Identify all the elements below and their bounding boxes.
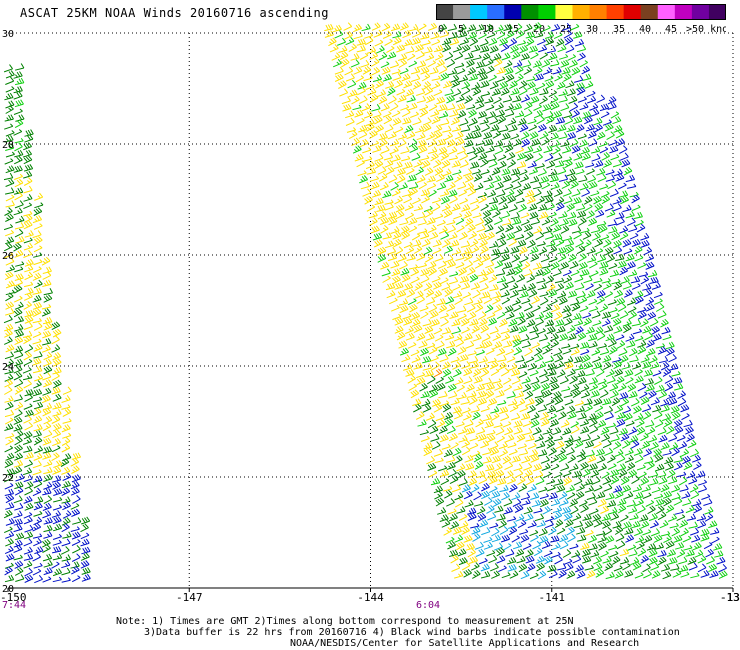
x-tick-label: -147 bbox=[176, 591, 203, 604]
legend-label: 20 bbox=[533, 24, 545, 35]
y-tick-label: 22 bbox=[2, 473, 14, 484]
x-tick-label: -144 bbox=[357, 591, 384, 604]
y-axis-ticks: 30 28 26 24 22 20 bbox=[2, 29, 14, 595]
legend-swatch bbox=[555, 4, 574, 20]
legend-swatch bbox=[708, 4, 726, 20]
legend-swatch bbox=[436, 4, 454, 20]
map-title: ASCAT 25KM NOAA Winds 20160716 ascending bbox=[20, 6, 329, 20]
note-line-3: NOAA/NESDIS/Center for Satellite Applica… bbox=[290, 638, 640, 649]
legend-swatch bbox=[606, 4, 625, 20]
legend-label: >50 knots bbox=[686, 24, 726, 35]
legend-swatch bbox=[470, 4, 488, 20]
time-label-mid: 6:04 bbox=[416, 600, 440, 611]
legend-swatch bbox=[623, 4, 642, 20]
legend-swatch bbox=[521, 4, 539, 20]
legend-swatch bbox=[453, 4, 471, 20]
note-line-1: Note: 1) Times are GMT 2)Times along bot… bbox=[116, 616, 574, 627]
legend-label: 10 bbox=[482, 24, 494, 35]
legend-swatch bbox=[538, 4, 557, 20]
legend-label: 35 bbox=[613, 24, 625, 35]
y-tick-label: 20 bbox=[2, 584, 14, 595]
x-tick-label: -138 bbox=[720, 591, 740, 604]
x-tick-label: -13 bbox=[720, 591, 740, 604]
x-tick-label: -141 bbox=[539, 591, 566, 604]
time-label-left: 7:44 bbox=[2, 600, 26, 611]
x-axis-ticks: -150 -147 -144 -141 -138-13 bbox=[0, 588, 740, 604]
legend-swatches bbox=[436, 4, 726, 20]
y-tick-label: 30 bbox=[2, 29, 14, 40]
y-tick-label: 28 bbox=[2, 140, 14, 151]
legend-swatch bbox=[589, 4, 608, 20]
legend-label: 30 bbox=[586, 24, 598, 35]
legend-label: 15 bbox=[507, 24, 519, 35]
legend-swatch bbox=[657, 4, 676, 20]
legend-swatch bbox=[691, 4, 710, 20]
wind-barb-swaths bbox=[3, 22, 728, 584]
legend-label: 5 bbox=[458, 24, 464, 35]
legend-swatch bbox=[504, 4, 522, 20]
y-tick-label: 26 bbox=[2, 251, 14, 262]
x-tick-label: -150 bbox=[0, 591, 27, 604]
legend-swatch bbox=[674, 4, 693, 20]
legend-swatch bbox=[572, 4, 591, 20]
note-line-2: 3)Data buffer is 22 hrs from 20160716 4)… bbox=[144, 627, 680, 638]
y-tick-label: 24 bbox=[2, 362, 14, 373]
legend-label: 45 bbox=[665, 24, 677, 35]
legend-label: 0 bbox=[438, 24, 444, 35]
legend-swatch bbox=[487, 4, 505, 20]
legend-swatch bbox=[640, 4, 659, 20]
legend-label: 40 bbox=[639, 24, 651, 35]
